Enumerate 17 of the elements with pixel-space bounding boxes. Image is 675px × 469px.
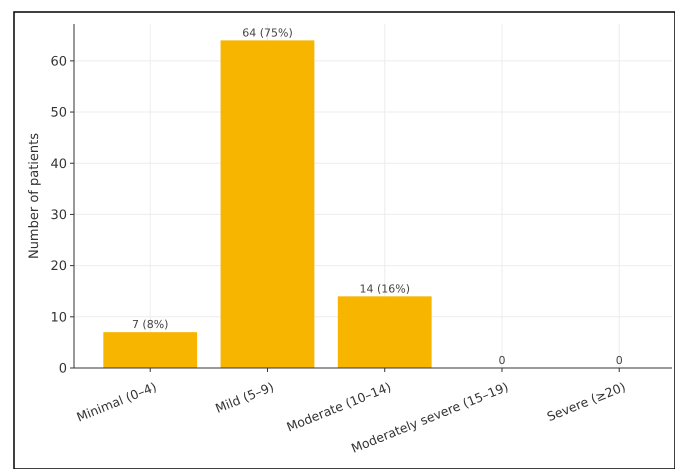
data-label: 7 (8%) — [132, 318, 168, 332]
y-tick-label: 30 — [50, 208, 67, 223]
data-label: 0 — [498, 354, 506, 367]
bar — [338, 296, 432, 368]
x-tick-label: Mild (5–9) — [213, 378, 276, 416]
y-tick-label: 0 — [58, 362, 67, 377]
data-label: 0 — [616, 354, 623, 367]
bar — [103, 332, 198, 368]
bar — [220, 40, 314, 368]
y-axis-title: Number of patients — [27, 132, 42, 260]
data-label: 14 (16%) — [359, 282, 410, 296]
y-tick-label: 10 — [50, 310, 67, 326]
y-tick-label: 20 — [50, 259, 67, 274]
data-label: 64 (75%) — [242, 26, 293, 40]
y-tick-label: 60 — [50, 54, 67, 70]
y-tick-label: 50 — [50, 106, 67, 121]
y-tick-label: 40 — [50, 156, 67, 172]
